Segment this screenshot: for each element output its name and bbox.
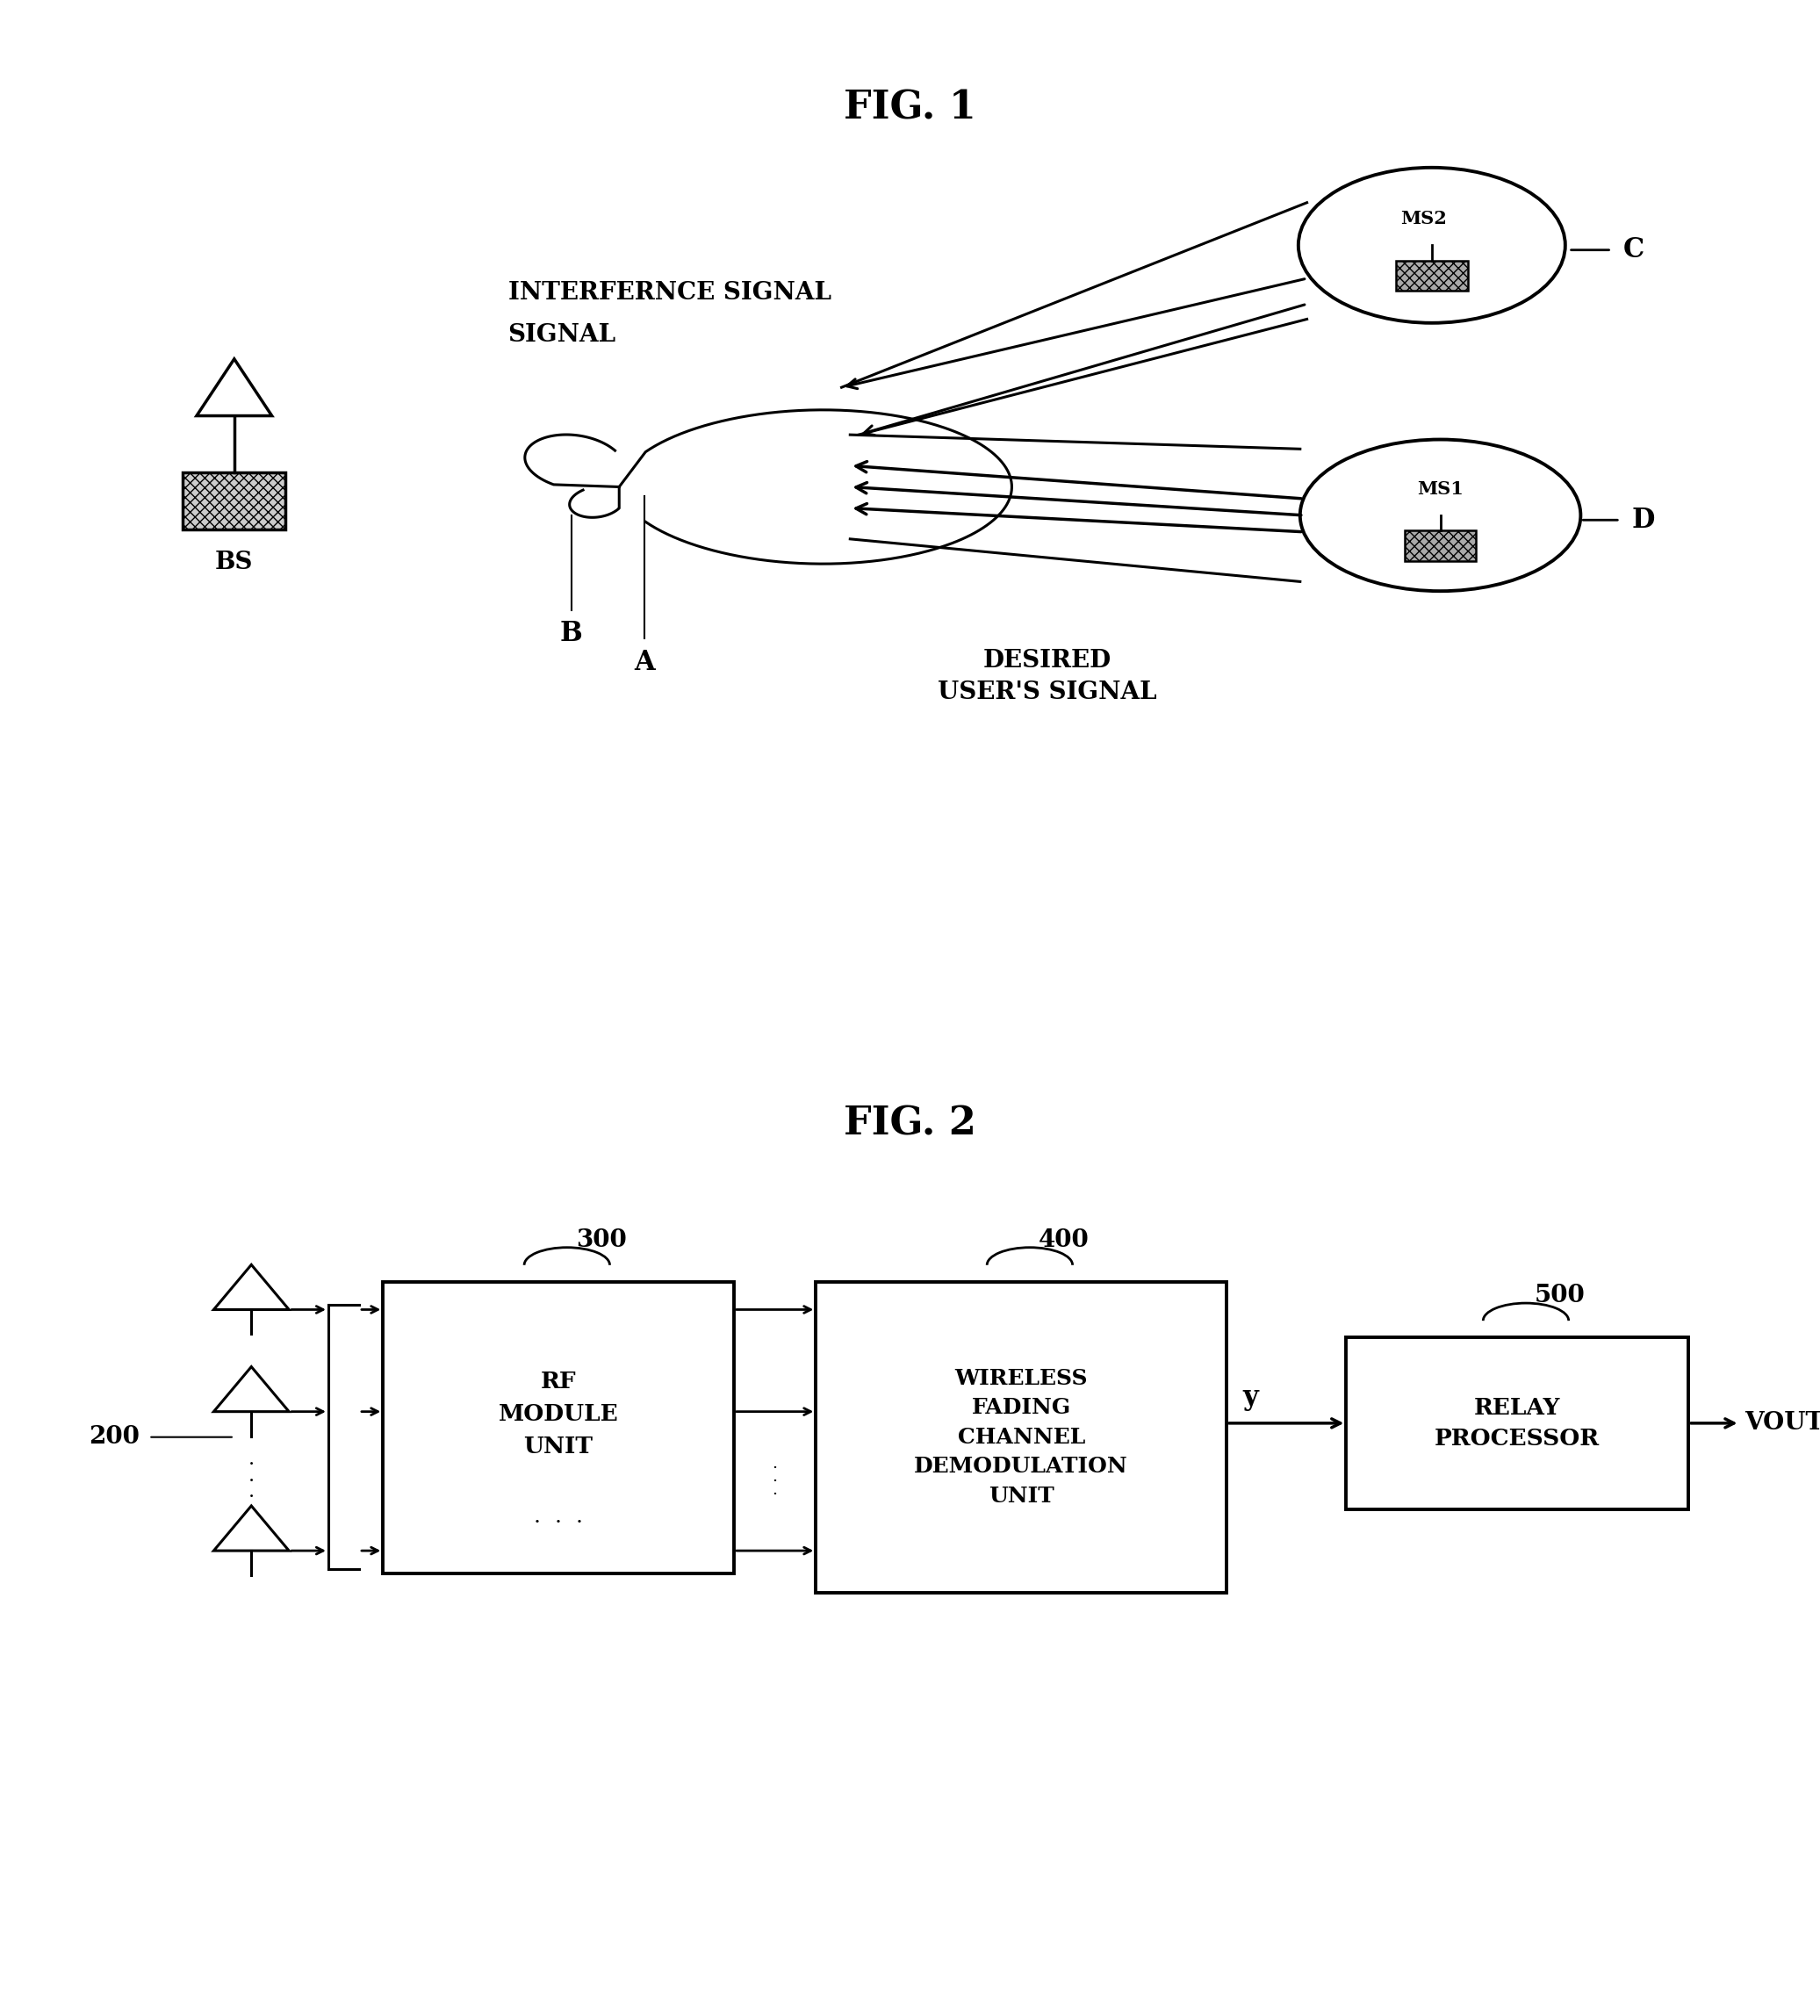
Text: FIG. 2: FIG. 2 <box>844 1105 976 1143</box>
Text: ·
·
·: · · · <box>772 1460 777 1502</box>
Text: VOUT: VOUT <box>1745 1411 1820 1435</box>
Text: A: A <box>635 649 655 675</box>
Text: DESIRED
USER'S SIGNAL: DESIRED USER'S SIGNAL <box>937 649 1156 704</box>
Bar <box>1396 260 1467 290</box>
Text: C: C <box>1623 236 1645 264</box>
Text: ·  ·  ·: · · · <box>533 1512 582 1532</box>
Text: 500: 500 <box>1534 1284 1585 1308</box>
Text: INTERFERNCE SIGNAL: INTERFERNCE SIGNAL <box>508 280 832 304</box>
Text: y: y <box>1243 1383 1258 1411</box>
Text: RF
MODULE
UNIT: RF MODULE UNIT <box>499 1371 619 1458</box>
Text: SIGNAL: SIGNAL <box>508 323 615 347</box>
Text: BS: BS <box>215 550 253 575</box>
Text: FIG. 1: FIG. 1 <box>844 89 976 127</box>
Bar <box>382 1282 733 1574</box>
Text: 300: 300 <box>575 1228 626 1252</box>
Bar <box>1347 1337 1689 1508</box>
Text: ·
·
·: · · · <box>248 1456 255 1508</box>
Text: MS2: MS2 <box>1400 210 1447 228</box>
Bar <box>182 472 286 530</box>
Text: B: B <box>561 621 582 647</box>
Text: RELAY
PROCESSOR: RELAY PROCESSOR <box>1434 1397 1600 1450</box>
Text: D: D <box>1633 506 1654 534</box>
Text: 400: 400 <box>1039 1228 1090 1252</box>
Bar <box>815 1282 1227 1593</box>
Text: MS1: MS1 <box>1418 480 1463 498</box>
Text: 200: 200 <box>89 1425 140 1450</box>
Bar <box>1405 530 1476 560</box>
Text: WIRELESS
FADING
CHANNEL
DEMODULATION
UNIT: WIRELESS FADING CHANNEL DEMODULATION UNI… <box>914 1367 1128 1506</box>
